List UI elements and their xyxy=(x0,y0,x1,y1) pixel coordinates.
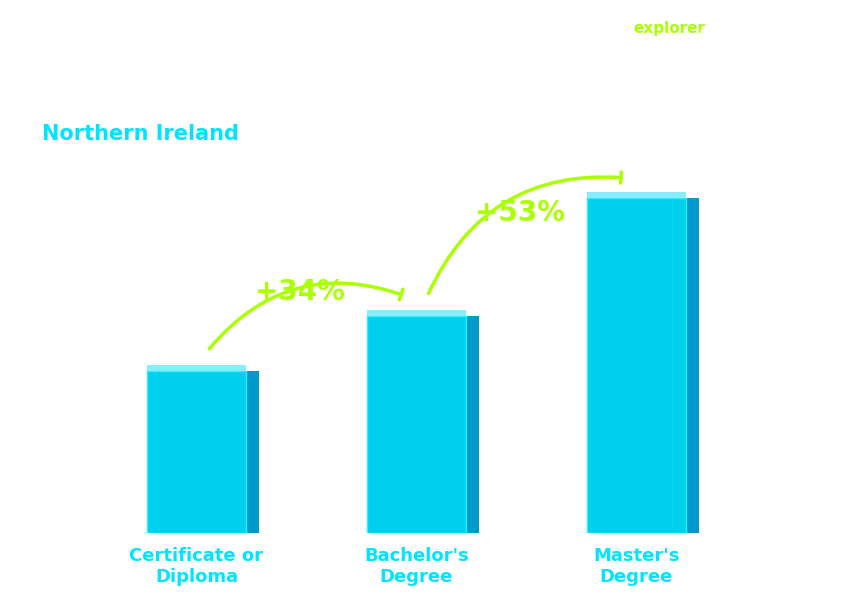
Text: 86,700 GBP: 86,700 GBP xyxy=(90,344,179,359)
Bar xyxy=(367,316,466,533)
Bar xyxy=(147,371,246,533)
Text: 179,000 GBP: 179,000 GBP xyxy=(603,171,701,185)
Text: explorer: explorer xyxy=(633,21,706,36)
Text: +34%: +34% xyxy=(255,278,345,306)
Text: Average Yearly Salary: Average Yearly Salary xyxy=(818,235,831,371)
Bar xyxy=(367,310,466,316)
Text: +53%: +53% xyxy=(475,199,565,227)
Bar xyxy=(686,198,700,533)
Bar xyxy=(367,316,466,533)
Text: Northern Ireland: Northern Ireland xyxy=(42,124,240,144)
Bar xyxy=(587,198,686,533)
Bar xyxy=(587,191,686,198)
Bar xyxy=(147,371,246,533)
Text: 116,000 GBP: 116,000 GBP xyxy=(319,289,417,304)
Text: Business Development Director: Business Development Director xyxy=(42,88,439,108)
Bar xyxy=(147,365,246,371)
Bar xyxy=(466,316,479,533)
Bar xyxy=(246,371,259,533)
Text: Salary Comparison By Education: Salary Comparison By Education xyxy=(42,42,599,72)
Text: .com: .com xyxy=(699,21,740,36)
Bar xyxy=(587,198,686,533)
Text: salary: salary xyxy=(578,21,631,36)
